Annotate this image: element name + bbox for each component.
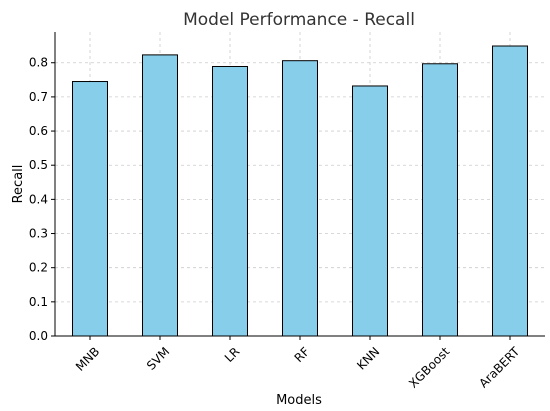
- y-tick-label: 0.4: [29, 192, 48, 206]
- bar-mnb: [72, 81, 108, 337]
- bar-arabert: [492, 45, 528, 337]
- y-tick-label: 0.0: [29, 329, 48, 343]
- y-tick-label: 0.1: [29, 295, 48, 309]
- x-tick-label-svm: SVM: [144, 344, 172, 372]
- bar-knn: [352, 85, 388, 337]
- bar-xgboost: [422, 63, 458, 337]
- bar-rf: [282, 60, 318, 337]
- y-axis-label: Recall: [11, 165, 26, 204]
- x-tick-label-rf: RF: [292, 344, 313, 365]
- x-tick-label-xgboost: XGBoost: [406, 344, 452, 390]
- x-tick-label-knn: KNN: [354, 344, 382, 372]
- y-tick-label: 0.7: [29, 90, 48, 104]
- y-tick-label: 0.3: [29, 227, 48, 241]
- y-tick-label: 0.5: [29, 158, 48, 172]
- bar-svm: [142, 54, 178, 337]
- x-axis-label: Models: [276, 393, 322, 408]
- chart-title: Model Performance - Recall: [183, 10, 415, 30]
- y-tick-label: 0.2: [29, 261, 48, 275]
- bar-lr: [212, 65, 248, 337]
- x-tick-label-lr: LR: [222, 344, 243, 365]
- x-tick-label-arabert: AraBERT: [476, 344, 523, 391]
- y-tick-label: 0.8: [29, 56, 48, 70]
- y-tick-label: 0.6: [29, 124, 48, 138]
- bars-layer: [72, 45, 528, 337]
- x-tick-label-mnb: MNB: [73, 344, 102, 373]
